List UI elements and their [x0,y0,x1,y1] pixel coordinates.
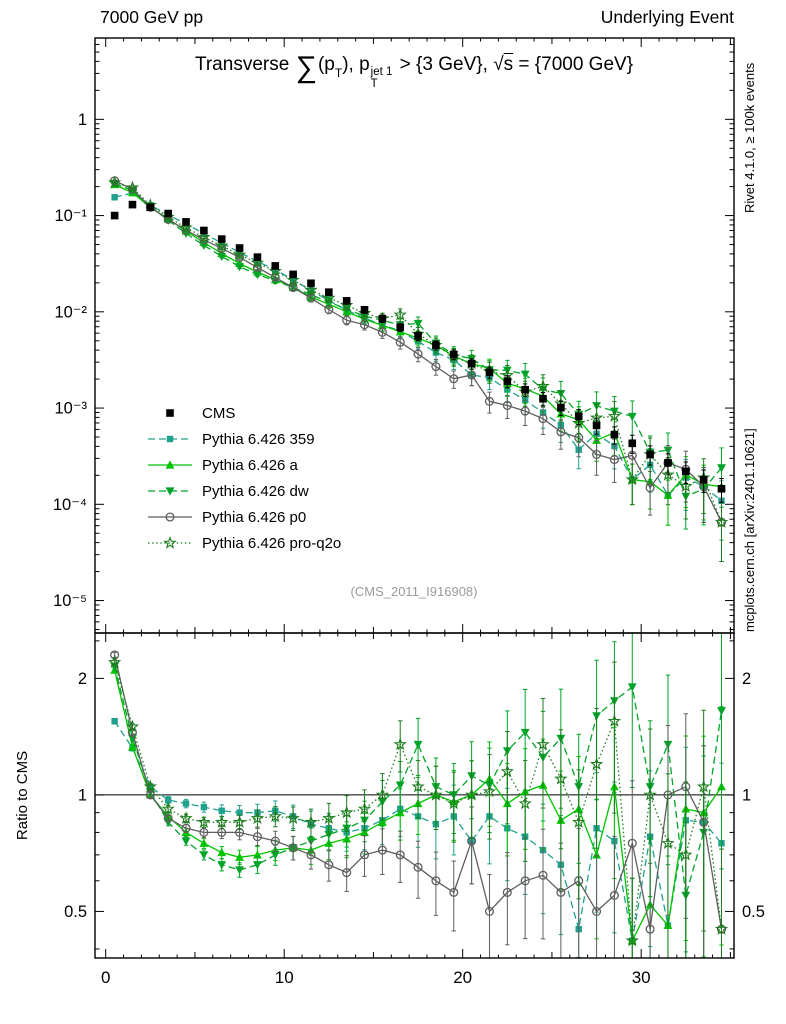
title-sub-t: T [334,66,343,80]
legend-item-pythia-6-426-p0: Pythia 6.426 p0 [147,504,341,530]
svg-text:2: 2 [78,670,87,688]
sqrt-symbol: √ [493,54,504,75]
svg-text:10⁻¹: 10⁻¹ [54,207,87,225]
svg-text:10⁻⁴: 10⁻⁴ [53,496,87,514]
sum-symbol: ∑ [295,51,317,84]
legend-item-pythia-6-426-a: Pythia 6.426 a [147,452,341,478]
axis-labels: 1 10⁻¹ 10⁻² 10⁻³ 10⁻⁴ 10⁻⁵ 2 2 1 1 0.5 0.5 0 10 20 30 Ra… [14,62,765,987]
legend-marker-icon [148,435,192,443]
mcplots-arxiv-label: mcplots.cern.ch [arXiv:2401.10621] [742,428,757,632]
legend: CMS Pythia 6.426 359 Pythia 6.426 a Pythia … [147,400,341,556]
watermark-analysis-id: (CMS_2011_I916908) [350,584,478,599]
sqrt-s: s [503,54,514,75]
legend-marker-icon [148,512,192,522]
title-prefix: Transverse [194,54,295,75]
svg-text:10: 10 [275,968,294,987]
title-cut: > {3 GeV}, [394,54,494,75]
svg-text:10⁻³: 10⁻³ [54,400,87,418]
legend-marker-icon [148,487,192,496]
svg-text:1: 1 [78,111,87,129]
cms-data-points [110,200,726,503]
svg-text:1: 1 [742,786,751,804]
svg-text:0.5: 0.5 [64,903,87,921]
legend-label: Pythia 6.426 pro-q2o [202,534,342,552]
svg-text:10⁻⁵: 10⁻⁵ [53,592,87,610]
legend-marker-icon [148,535,192,549]
svg-text:0: 0 [101,968,110,987]
svg-text:2: 2 [742,670,751,688]
svg-text:0.5: 0.5 [742,903,765,921]
legend-marker-icon [166,409,174,417]
ratio-axis-title: Ratio to CMS [14,751,31,840]
svg-text:10⁻²: 10⁻² [54,303,87,321]
svg-text:1: 1 [78,786,87,804]
legend-label: CMS [202,404,236,422]
ratio-panel-frame [94,632,735,959]
title-sub-t2: T [370,78,378,91]
legend-label: Pythia 6.426 359 [202,430,315,448]
legend-label: Pythia 6.426 p0 [202,508,307,526]
header-beam-label: 7000 GeV pp [100,7,204,27]
svg-text:30: 30 [632,968,651,987]
title-mid: ), p [342,54,370,75]
legend-item-pythia-6-426-359: Pythia 6.426 359 [147,426,341,452]
rivet-version-label: Rivet 4.1.0, ≥ 100k events [742,62,757,213]
legend-label: Pythia 6.426 a [202,456,298,474]
legend-item-pythia-6-426-dw: Pythia 6.426 dw [147,478,341,504]
legend-item-cms: CMS [147,400,341,426]
legend-label: Pythia 6.426 dw [202,482,309,500]
title-energy: = {7000 GeV} [513,54,634,75]
title-sup-jet: jet 1 [370,66,393,78]
series-ratio-pythia-6-426-pro-q2o [107,655,729,958]
legend-item-pythia-6-426-pro-q2o: Pythia 6.426 pro-q2o [147,530,341,556]
header-analysis-label: Underlying Event [600,7,734,27]
legend-marker-icon [148,460,192,469]
title-pt-open: (p [317,54,335,75]
svg-text:20: 20 [453,968,472,987]
